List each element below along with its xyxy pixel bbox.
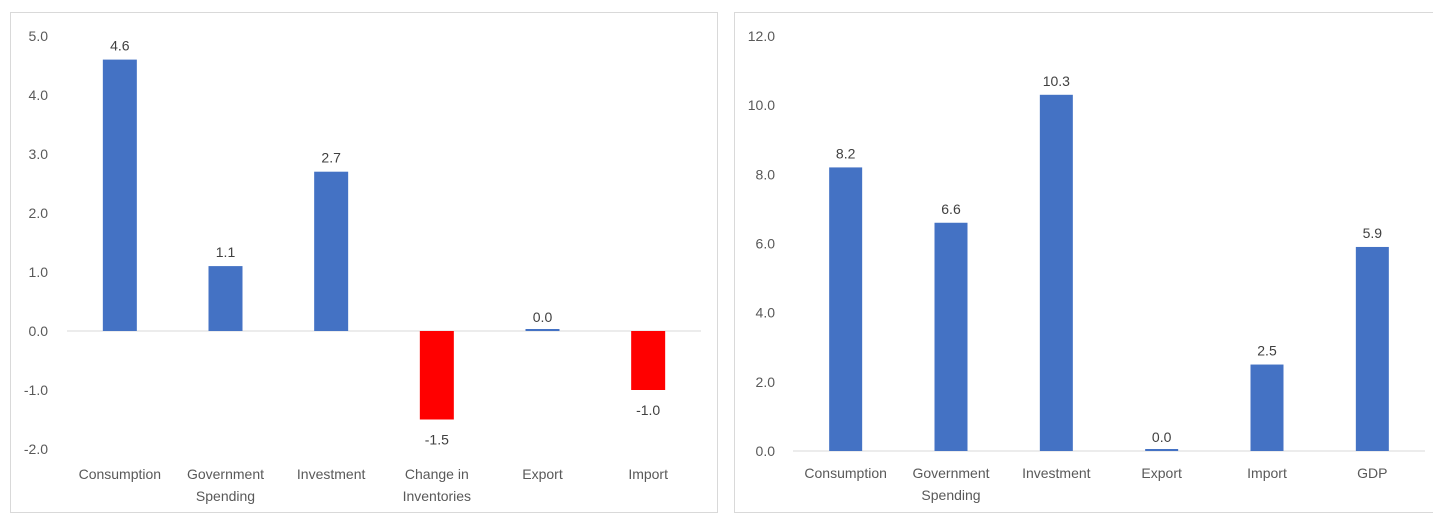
chart-0-data-label: 4.6 — [110, 38, 130, 54]
chart-0-bar — [525, 329, 560, 331]
chart-1-category-label: GDP — [1357, 465, 1387, 481]
chart-1-data-label: 8.2 — [836, 145, 856, 161]
chart-1-bar — [1145, 449, 1179, 451]
chart-0-category-label: Spending — [196, 488, 255, 504]
chart-0-category-label: Import — [628, 466, 668, 482]
chart-0-category-label: Investment — [297, 466, 366, 482]
chart-0-data-label: 0.0 — [533, 309, 553, 325]
chart-1-y-tick-label: 10.0 — [748, 97, 775, 113]
chart-0-data-label: 2.7 — [321, 150, 341, 166]
chart-0-data-label: -1.0 — [636, 402, 660, 418]
chart-1-y-tick-label: 4.0 — [756, 305, 776, 321]
chart-0-y-tick-label: 1.0 — [29, 264, 49, 280]
chart-1-y-tick-label: 8.0 — [756, 166, 776, 182]
chart-right: 12.0 10.0 8.0 6.0 4.0 2.0 0.0 8.2 Consumption 6.6… — [734, 12, 1433, 513]
chart-0-category-label: Change in — [405, 466, 469, 482]
chart-1-y-tick-label: 0.0 — [756, 443, 776, 459]
chart-0-bar — [102, 59, 137, 331]
chart-0-y-tick-label: 2.0 — [29, 205, 49, 221]
chart-1-category-label: Consumption — [804, 465, 887, 481]
chart-0-category-label: Consumption — [79, 466, 162, 482]
chart-0-bar — [314, 171, 349, 331]
chart-1-category-label: Spending — [921, 487, 980, 503]
chart-1-bar — [1250, 364, 1284, 451]
chart-0-y-tick-label: 0.0 — [29, 323, 49, 339]
chart-1-y-tick-label: 2.0 — [756, 374, 776, 390]
chart-1-category-label: Export — [1141, 465, 1182, 481]
chart-1-y-tick-label: 6.0 — [756, 236, 776, 252]
chart-1-data-label: 0.0 — [1152, 429, 1172, 445]
chart-0-bar — [208, 266, 243, 331]
chart-1-bar — [829, 167, 863, 451]
chart-1-category-label: Investment — [1022, 465, 1091, 481]
chart-0-category-label: Inventories — [403, 488, 471, 504]
chart-0-category-label: Government — [187, 466, 264, 482]
chart-0-y-tick-label: 4.0 — [29, 87, 49, 103]
chart-0-bar — [419, 331, 454, 420]
chart-1-bar — [934, 222, 968, 451]
chart-1-bar — [1039, 94, 1073, 452]
chart-left-plot: 5.0 4.0 3.0 2.0 1.0 0.0 -1.0 -2.0 4.6 Consumption… — [24, 28, 701, 504]
chart-0-data-label: -1.5 — [425, 432, 449, 448]
chart-1-data-label: 10.3 — [1043, 73, 1070, 89]
chart-1-y-tick-label: 12.0 — [748, 28, 775, 44]
chart-1-bar — [1355, 246, 1389, 451]
chart-0-y-tick-label: -1.0 — [24, 382, 48, 398]
chart-0-y-tick-label: 3.0 — [29, 146, 49, 162]
chart-0-y-tick-label: 5.0 — [29, 28, 49, 44]
chart-0-category-label: Export — [522, 466, 563, 482]
chart-0-y-tick-label: -2.0 — [24, 441, 48, 457]
chart-left: 5.0 4.0 3.0 2.0 1.0 0.0 -1.0 -2.0 4.6 Consumption… — [10, 12, 718, 513]
chart-1-data-label: 2.5 — [1257, 343, 1277, 359]
chart-1-category-label: Government — [912, 465, 989, 481]
chart-1-data-label: 5.9 — [1363, 225, 1383, 241]
chart-1-category-label: Import — [1247, 465, 1287, 481]
chart-0-bar — [631, 331, 666, 390]
chart-right-plot: 12.0 10.0 8.0 6.0 4.0 2.0 0.0 8.2 Consumption 6.6… — [748, 28, 1425, 503]
chart-1-data-label: 6.6 — [941, 201, 961, 217]
chart-0-data-label: 1.1 — [216, 244, 236, 260]
